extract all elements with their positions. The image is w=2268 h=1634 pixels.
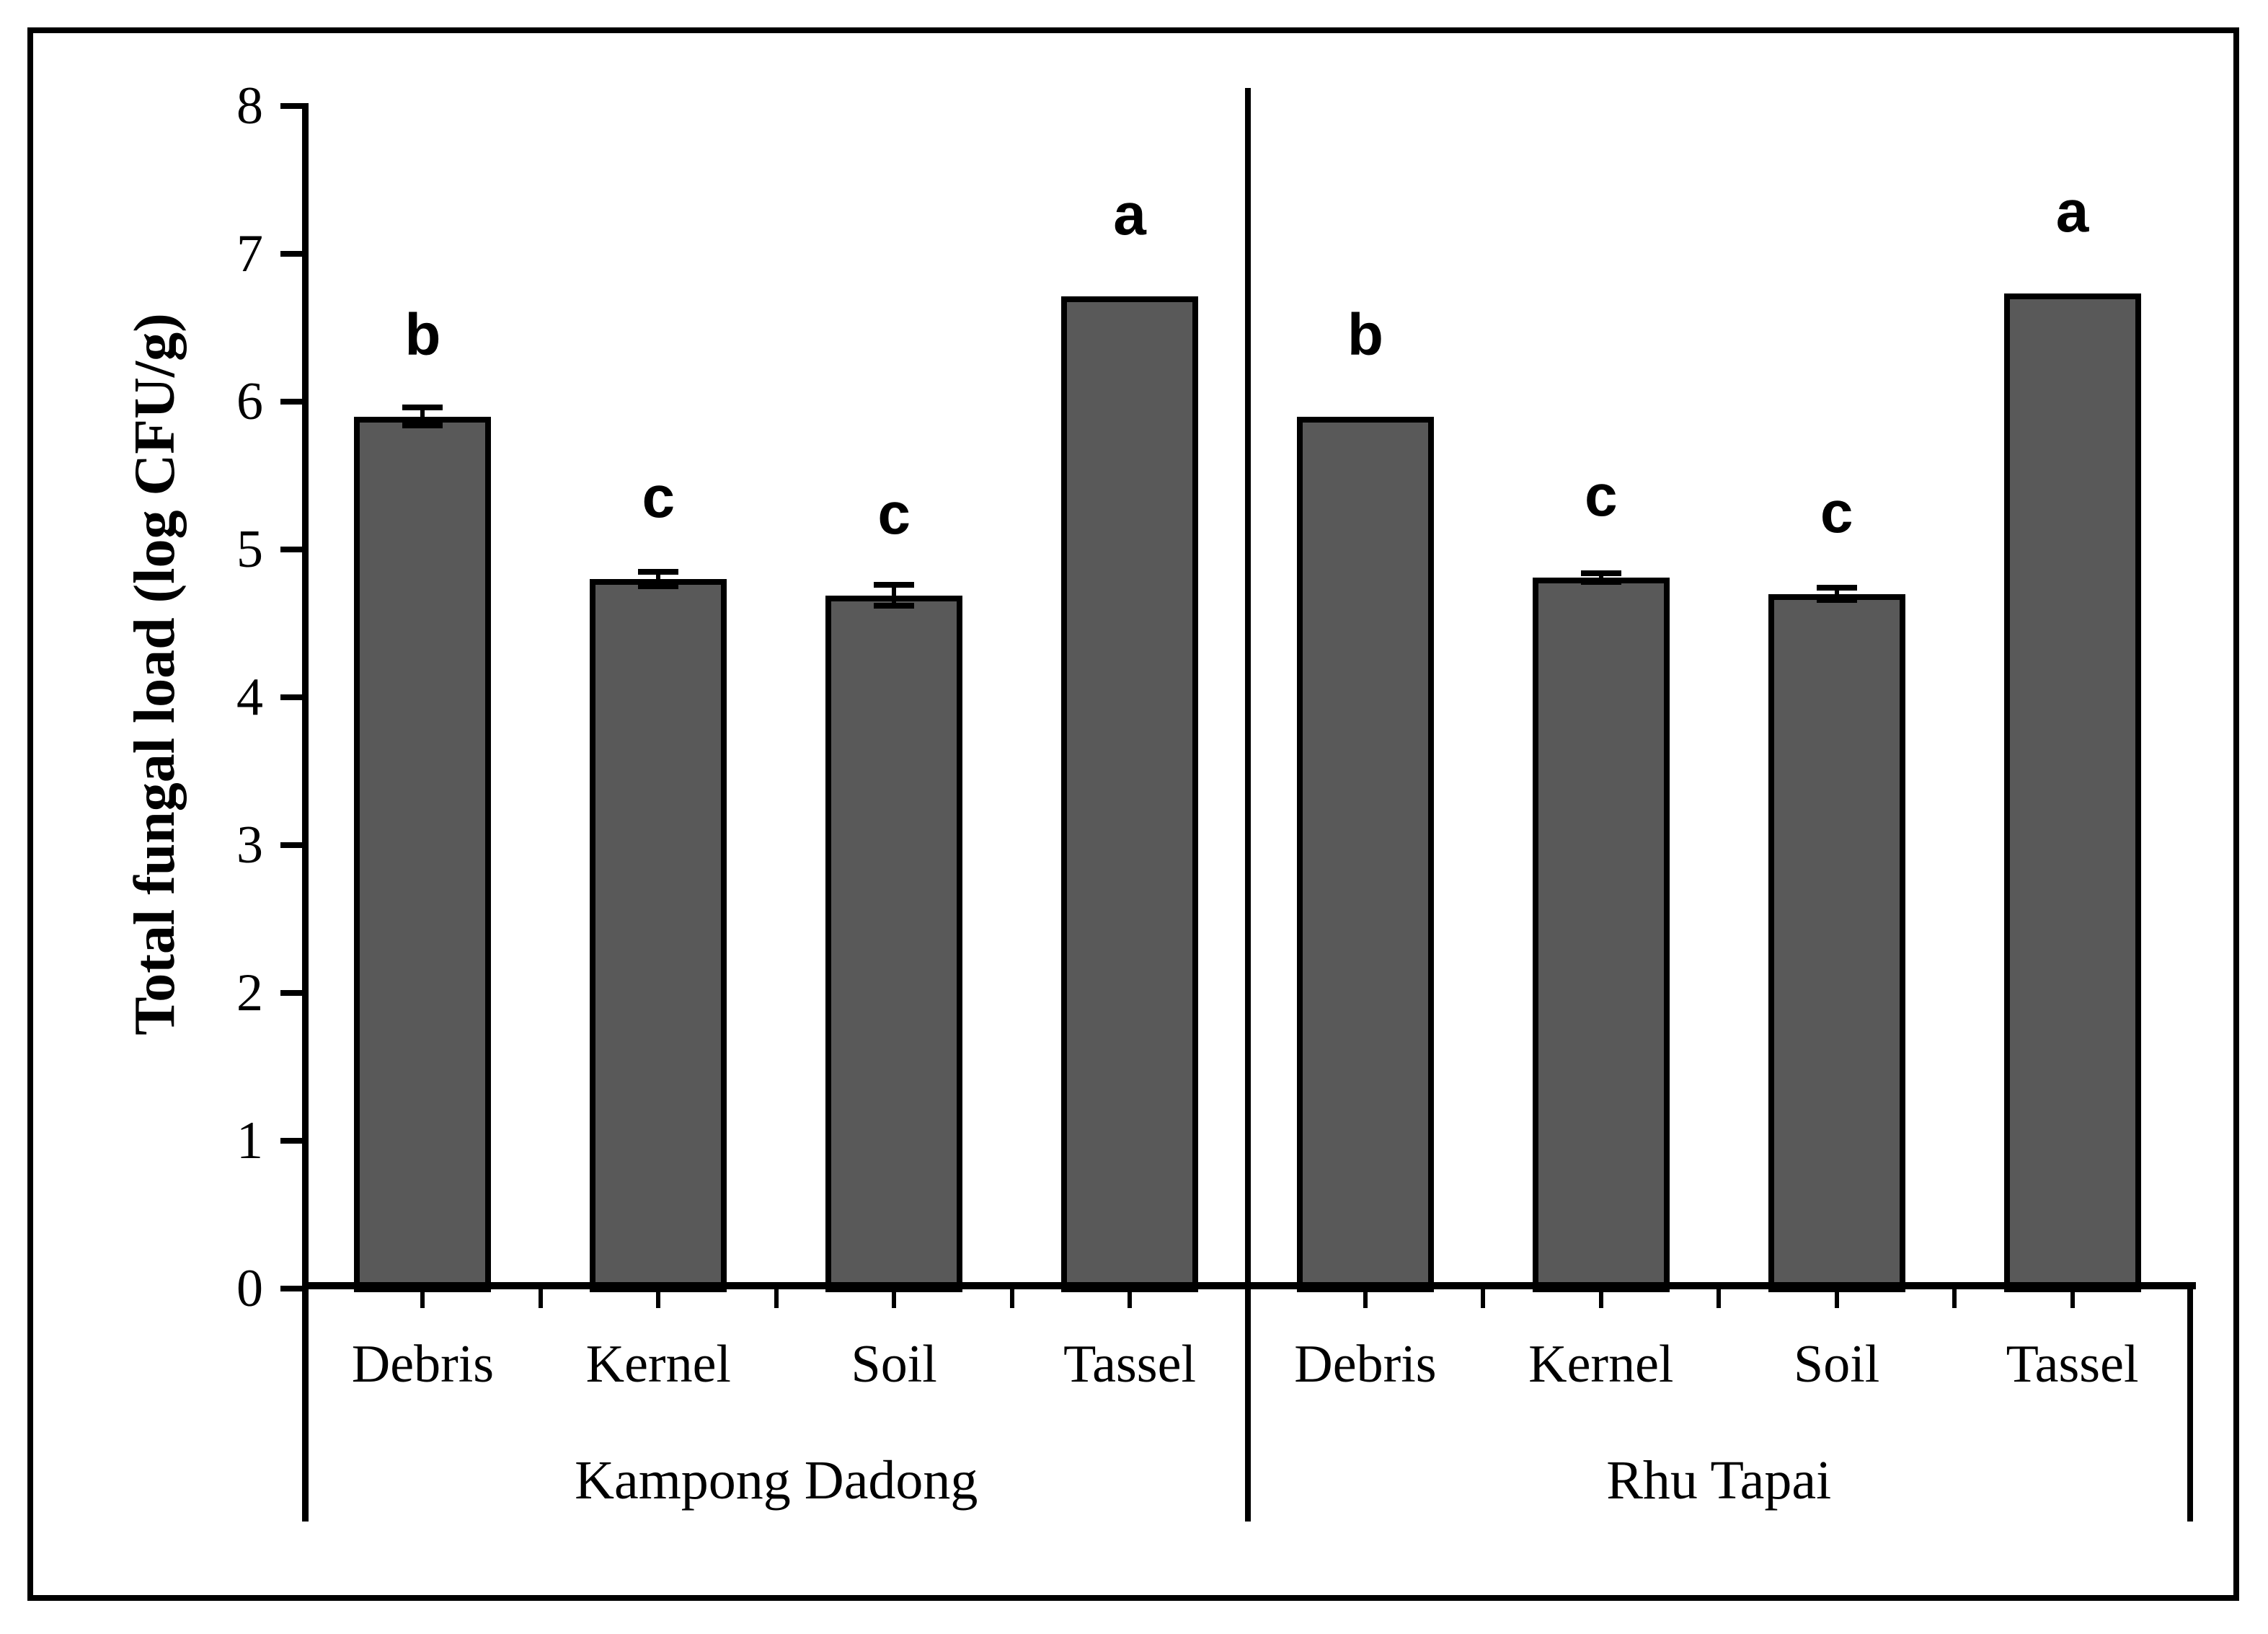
x-minor-tick bbox=[1598, 1289, 1603, 1308]
x-minor-tick bbox=[1128, 1289, 1133, 1308]
bar-kampong-dadong-soil bbox=[825, 595, 963, 1292]
bar-kampong-dadong-kernel bbox=[590, 579, 727, 1292]
error-bar-cap-top-kampong-dadong-soil bbox=[874, 582, 915, 588]
sig-letter-rhu-tapai-soil: c bbox=[1820, 479, 1853, 545]
y-tick-6 bbox=[280, 399, 302, 405]
y-tick-7 bbox=[280, 251, 302, 257]
sig-letter-kampong-dadong-soil: c bbox=[877, 480, 911, 547]
y-tick-label-8: 8 bbox=[236, 76, 263, 136]
error-bar-stem-rhu-tapai-soil bbox=[1834, 588, 1839, 600]
bar-rhu-tapai-kernel bbox=[1532, 577, 1670, 1292]
category-label-kampong-dadong-soil: Soil bbox=[851, 1335, 937, 1394]
category-label-rhu-tapai-kernel: Kernel bbox=[1528, 1335, 1674, 1394]
sig-letter-kampong-dadong-tassel: a bbox=[1113, 182, 1146, 248]
x-minor-tick bbox=[538, 1289, 543, 1308]
x-minor-tick bbox=[1952, 1289, 1957, 1308]
y-tick-5 bbox=[280, 547, 302, 552]
y-tick-label-6: 6 bbox=[236, 372, 263, 431]
y-tick-8 bbox=[280, 103, 302, 109]
figure-border bbox=[27, 27, 2239, 1601]
category-label-rhu-tapai-debris: Debris bbox=[1294, 1335, 1437, 1394]
y-tick-4 bbox=[280, 694, 302, 700]
y-tick-label-2: 2 bbox=[236, 963, 263, 1023]
x-minor-tick bbox=[1834, 1289, 1839, 1308]
error-bar-cap-top-rhu-tapai-soil bbox=[1816, 585, 1857, 591]
x-minor-tick bbox=[1481, 1289, 1486, 1308]
y-tick-3 bbox=[280, 842, 302, 848]
sig-letter-rhu-tapai-tassel: a bbox=[2055, 179, 2089, 245]
x-minor-tick bbox=[1009, 1289, 1014, 1308]
sig-letter-rhu-tapai-debris: b bbox=[1347, 301, 1383, 368]
category-label-rhu-tapai-soil: Soil bbox=[1794, 1335, 1880, 1394]
error-bar-stem-kampong-dadong-kernel bbox=[656, 571, 661, 587]
error-bar-cap-bottom-kampong-dadong-soil bbox=[874, 602, 915, 609]
error-bar-stem-kampong-dadong-soil bbox=[892, 585, 897, 606]
error-bar-cap-top-kampong-dadong-debris bbox=[402, 405, 443, 411]
group-label-kampong-dadong: Kampong Dadong bbox=[575, 1450, 978, 1511]
bar-rhu-tapai-tassel bbox=[2003, 293, 2141, 1292]
bar-rhu-tapai-debris bbox=[1296, 416, 1434, 1292]
x-minor-tick bbox=[1363, 1289, 1368, 1308]
x-minor-tick bbox=[656, 1289, 661, 1308]
error-bar-cap-top-kampong-dadong-kernel bbox=[638, 568, 679, 575]
bar-rhu-tapai-soil bbox=[1768, 593, 1905, 1292]
y-tick-label-7: 7 bbox=[236, 224, 263, 283]
error-bar-cap-bottom-rhu-tapai-kernel bbox=[1580, 579, 1621, 586]
y-tick-label-0: 0 bbox=[236, 1259, 263, 1318]
y-tick-0 bbox=[280, 1286, 302, 1291]
y-tick-label-3: 3 bbox=[236, 816, 263, 875]
y-tick-label-4: 4 bbox=[236, 668, 263, 727]
y-tick-1 bbox=[280, 1138, 302, 1144]
y-tick-label-1: 1 bbox=[236, 1111, 263, 1170]
group-label-rhu-tapai: Rhu Tapai bbox=[1606, 1450, 1832, 1511]
category-label-kampong-dadong-kernel: Kernel bbox=[585, 1335, 731, 1394]
sig-letter-rhu-tapai-kernel: c bbox=[1585, 462, 1618, 529]
right-boundary-line bbox=[2187, 1286, 2193, 1522]
error-bar-stem-kampong-dadong-debris bbox=[420, 407, 425, 425]
group-divider-line bbox=[1244, 88, 1251, 1522]
category-label-kampong-dadong-debris: Debris bbox=[351, 1335, 495, 1394]
x-minor-tick bbox=[2070, 1289, 2075, 1308]
x-minor-tick bbox=[892, 1289, 897, 1308]
error-bar-cap-top-rhu-tapai-kernel bbox=[1580, 570, 1621, 576]
y-axis-line bbox=[302, 103, 309, 1522]
error-bar-cap-bottom-kampong-dadong-kernel bbox=[638, 583, 679, 590]
x-minor-tick bbox=[1716, 1289, 1722, 1308]
category-label-kampong-dadong-tassel: Tassel bbox=[1063, 1335, 1197, 1394]
category-label-rhu-tapai-tassel: Tassel bbox=[2006, 1335, 2139, 1394]
bar-kampong-dadong-tassel bbox=[1061, 296, 1199, 1292]
y-tick-2 bbox=[280, 990, 302, 996]
error-bar-cap-bottom-rhu-tapai-soil bbox=[1816, 596, 1857, 603]
error-bar-cap-bottom-kampong-dadong-debris bbox=[402, 422, 443, 428]
error-bar-stem-rhu-tapai-kernel bbox=[1598, 573, 1603, 583]
x-minor-tick bbox=[420, 1289, 425, 1308]
x-minor-tick bbox=[774, 1289, 779, 1308]
sig-letter-kampong-dadong-debris: b bbox=[404, 301, 441, 368]
y-tick-label-5: 5 bbox=[236, 520, 263, 579]
bar-kampong-dadong-debris bbox=[354, 416, 492, 1292]
sig-letter-kampong-dadong-kernel: c bbox=[642, 464, 675, 530]
